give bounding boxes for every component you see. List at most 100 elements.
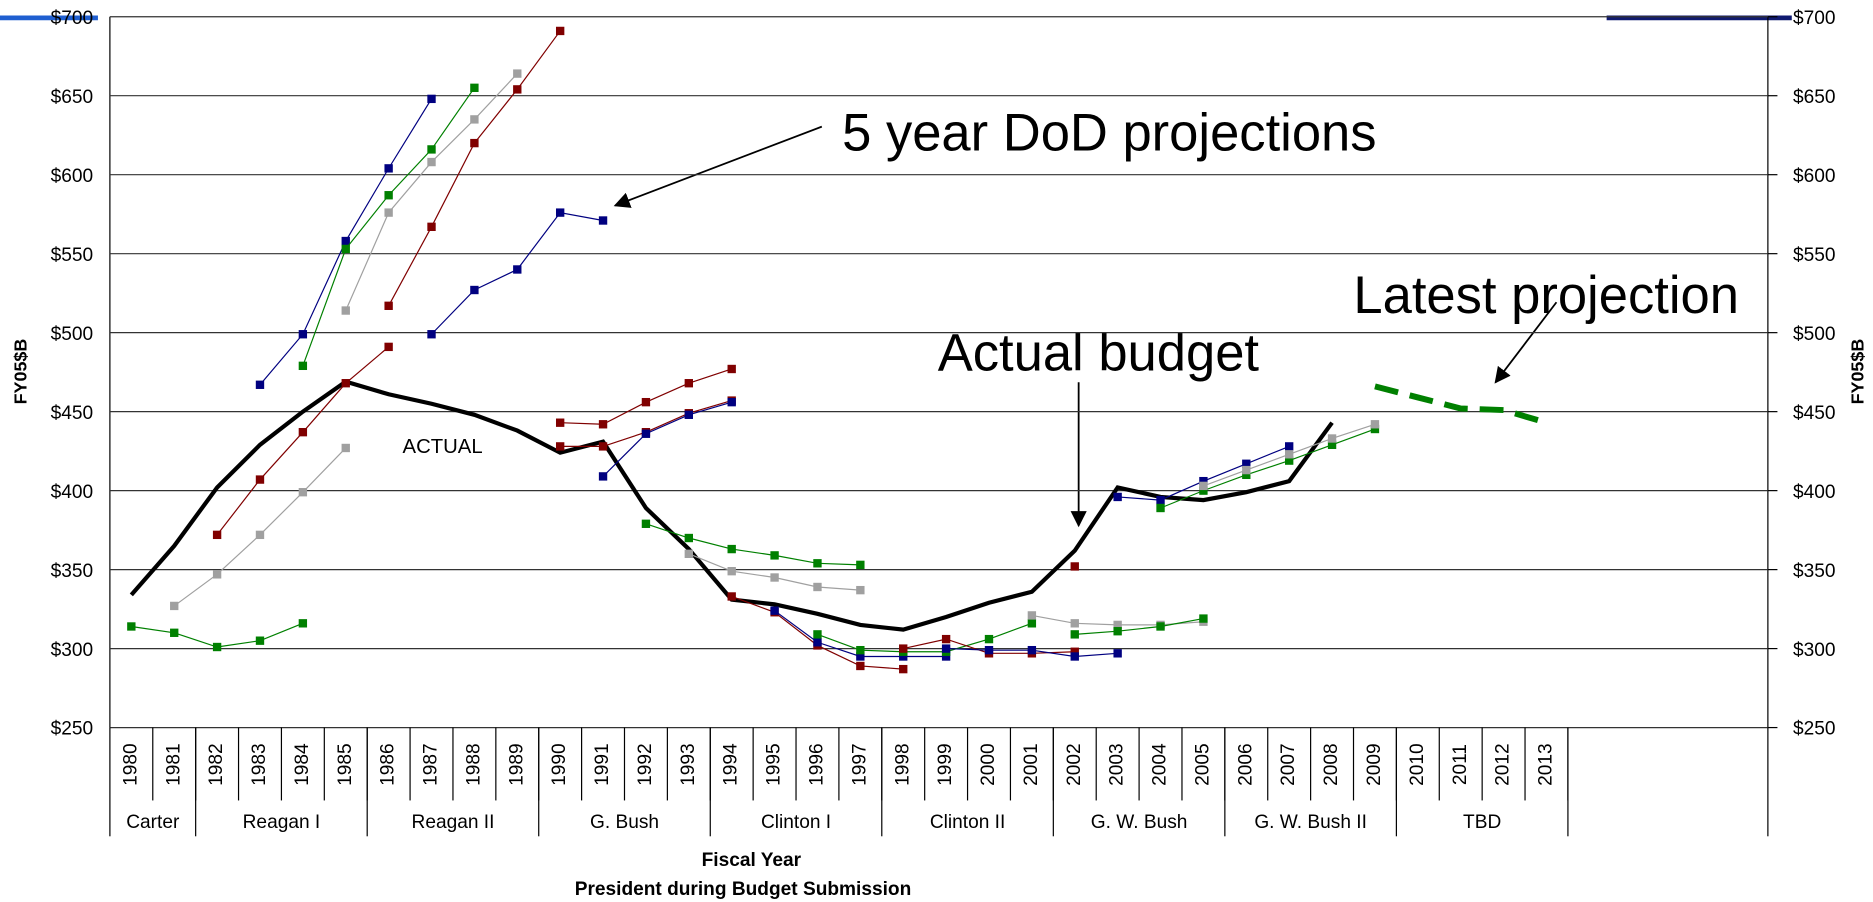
x-axis-label: Fiscal Year [702,850,802,871]
x-tick-label: 2004 [1150,743,1171,786]
y2-tick-label: $450 [1793,403,1836,424]
marker [727,567,736,576]
x-tick-label: 1987 [421,743,442,786]
marker [1156,622,1165,631]
x-tick-label: 1985 [335,743,356,786]
x-tick-label: 1993 [678,743,699,786]
series-line [1374,383,1548,426]
marker [555,442,565,451]
series-line [560,368,732,425]
x-tick-label: 1989 [506,743,527,786]
y-tick-label: $300 [51,640,94,661]
marker [1242,459,1251,468]
marker [341,379,350,388]
y2-tick-label: $400 [1793,482,1836,503]
x-tick-label: 1997 [849,743,870,786]
series-line [1160,428,1376,509]
marker [1156,503,1165,513]
x-tick-label: 1982 [206,743,227,786]
marker [341,236,350,246]
marker [555,208,565,217]
marker [1284,456,1294,465]
marker [641,519,651,528]
marker [941,644,951,653]
y-tick-label: $350 [51,561,94,582]
x-tick-label: 2010 [1407,743,1428,786]
marker [1242,470,1251,480]
marker [856,560,865,570]
marker [470,285,479,295]
marker [598,472,608,481]
arrow [1494,301,1558,384]
marker [470,138,479,148]
annotation: 5 year DoD projections [842,104,1376,163]
group-label: Reagan I [243,812,321,833]
group-label: G. W. Bush II [1254,812,1367,833]
marker [170,628,179,637]
marker [598,420,608,429]
series-line [602,401,732,477]
y-tick-label: $500 [51,324,94,345]
marker [899,652,908,661]
x-tick-label: 2013 [1536,743,1557,786]
marker [598,216,608,225]
marker [1199,614,1208,623]
marker [255,380,265,389]
y2-tick-label: $650 [1793,87,1836,108]
y-tick-label: $600 [51,166,94,187]
group-label: Clinton II [930,812,1005,833]
marker [1113,492,1122,502]
x-tick-label: 2003 [1107,743,1128,786]
marker [813,630,822,639]
marker [427,157,436,167]
marker [1242,465,1251,475]
group-label: G. W. Bush [1091,812,1188,833]
y2-tick-label: $700 [1793,8,1836,29]
y-tick-label: $450 [51,403,94,424]
marker [1070,647,1079,656]
marker [470,83,479,92]
x-tick-label: 2009 [1364,743,1385,786]
marker [427,222,436,232]
annotation: ACTUAL [403,436,483,458]
marker [470,115,479,124]
marker [856,585,865,595]
marker [255,475,265,484]
marker [341,443,350,453]
series-line [302,87,475,367]
y2-axis-label: FY05$B [1847,339,1867,405]
marker [255,636,265,645]
y2-tick-label: $500 [1793,324,1836,345]
series-line [345,73,518,311]
marker [641,429,651,438]
marker [770,551,779,560]
marker [727,592,736,601]
marker [555,26,565,36]
x-tick-label: 2005 [1192,743,1213,786]
x-tick-label: 2006 [1235,743,1256,786]
marker [1027,611,1037,620]
group-label: Carter [126,812,180,833]
marker [1370,420,1380,429]
series-line [817,622,1033,653]
marker [427,145,436,154]
marker [813,638,822,647]
marker [856,652,865,661]
y2-tick-label: $250 [1793,719,1836,740]
marker [1327,434,1337,443]
marker [941,652,951,661]
arrow [613,125,823,208]
marker [1027,645,1037,655]
x-axis-label-2: President during Budget Submission [575,879,912,900]
x-tick-label: 1996 [807,743,828,786]
marker [684,549,693,558]
series-line [216,346,390,536]
marker [727,364,736,374]
series-line [1074,617,1204,635]
x-tick-label: 1992 [635,743,656,786]
marker [1113,620,1122,630]
marker [727,397,736,407]
marker [684,379,693,388]
y2-tick-label: $350 [1793,561,1836,582]
